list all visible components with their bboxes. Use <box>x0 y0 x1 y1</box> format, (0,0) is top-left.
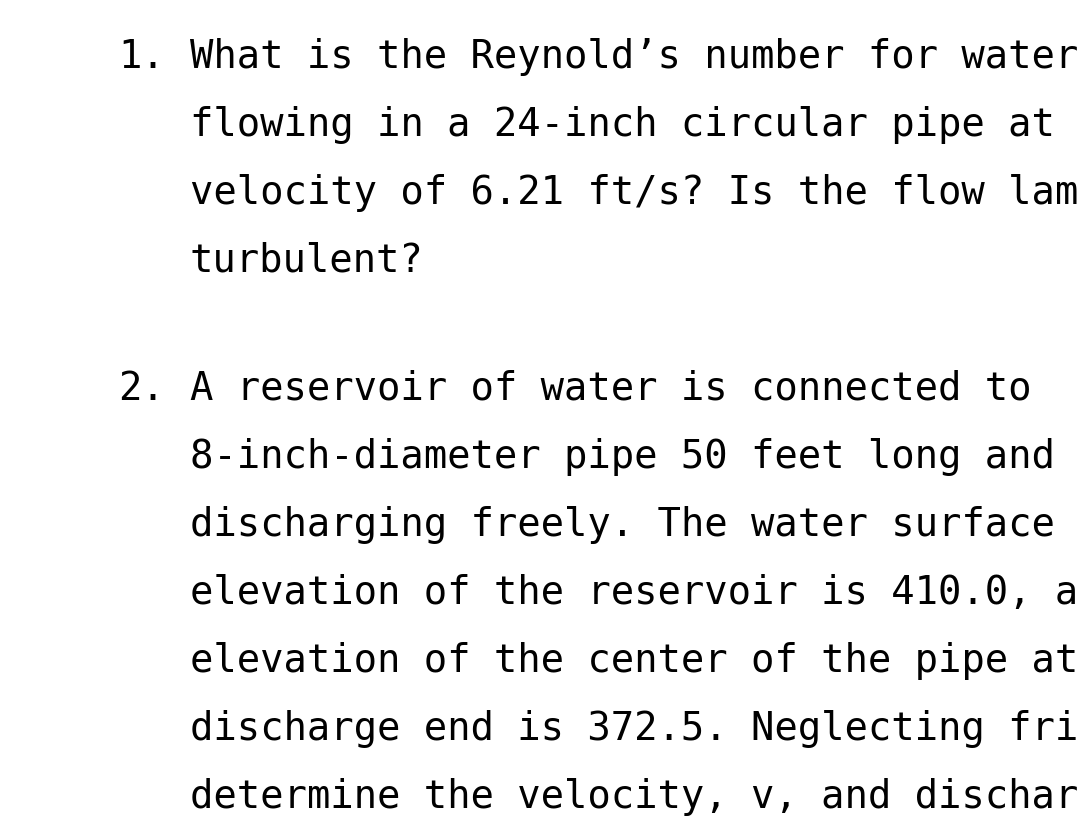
Text: 2.: 2. <box>118 370 165 408</box>
Text: discharging freely. The water surface: discharging freely. The water surface <box>190 506 1055 544</box>
Text: A reservoir of water is connected to: A reservoir of water is connected to <box>190 370 1032 408</box>
Text: elevation of the center of the pipe at its: elevation of the center of the pipe at i… <box>190 642 1078 680</box>
Text: 1.: 1. <box>118 38 165 76</box>
Text: determine the velocity, v, and discharge,: determine the velocity, v, and discharge… <box>190 778 1078 816</box>
Text: turbulent?: turbulent? <box>190 242 424 280</box>
Text: elevation of the reservoir is 410.0, and the: elevation of the reservoir is 410.0, and… <box>190 574 1078 612</box>
Text: flowing in a 24-inch circular pipe at a: flowing in a 24-inch circular pipe at a <box>190 106 1078 144</box>
Text: What is the Reynold’s number for water: What is the Reynold’s number for water <box>190 38 1078 76</box>
Text: velocity of 6.21 ft/s? Is the flow laminar or: velocity of 6.21 ft/s? Is the flow lamin… <box>190 174 1078 212</box>
Text: discharge end is 372.5. Neglecting friction,: discharge end is 372.5. Neglecting frict… <box>190 710 1078 748</box>
Text: 8-inch-diameter pipe 50 feet long and: 8-inch-diameter pipe 50 feet long and <box>190 438 1055 476</box>
